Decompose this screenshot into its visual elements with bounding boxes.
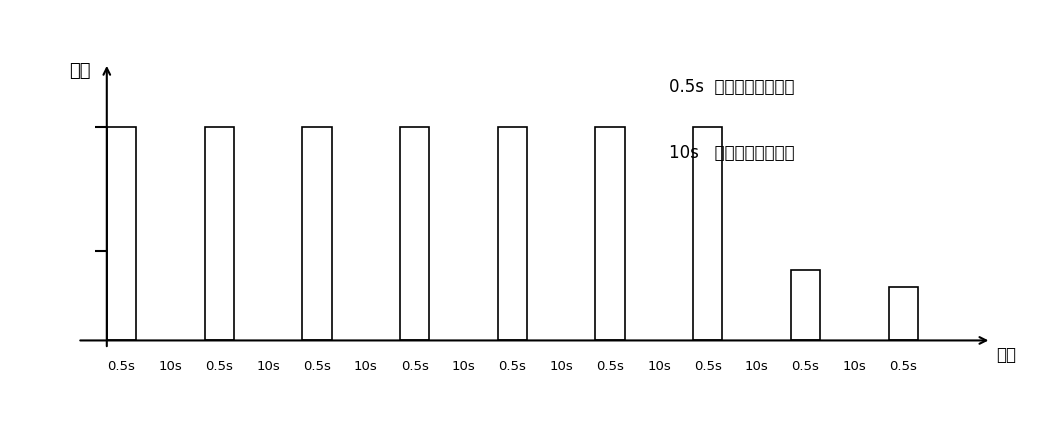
Bar	[107, 127, 136, 341]
Bar	[791, 270, 820, 341]
Text: 电流: 电流	[69, 62, 90, 80]
Bar	[693, 127, 723, 341]
Bar	[595, 127, 624, 341]
Bar	[204, 127, 233, 341]
Text: 0.5s  时间均为通电时间: 0.5s 时间均为通电时间	[669, 78, 794, 96]
Text: 10s   时间均为断电时间: 10s 时间均为断电时间	[669, 143, 794, 162]
Text: 时间: 时间	[997, 346, 1016, 364]
Bar	[889, 287, 918, 341]
Bar	[302, 127, 332, 341]
Bar	[498, 127, 527, 341]
Bar	[400, 127, 429, 341]
